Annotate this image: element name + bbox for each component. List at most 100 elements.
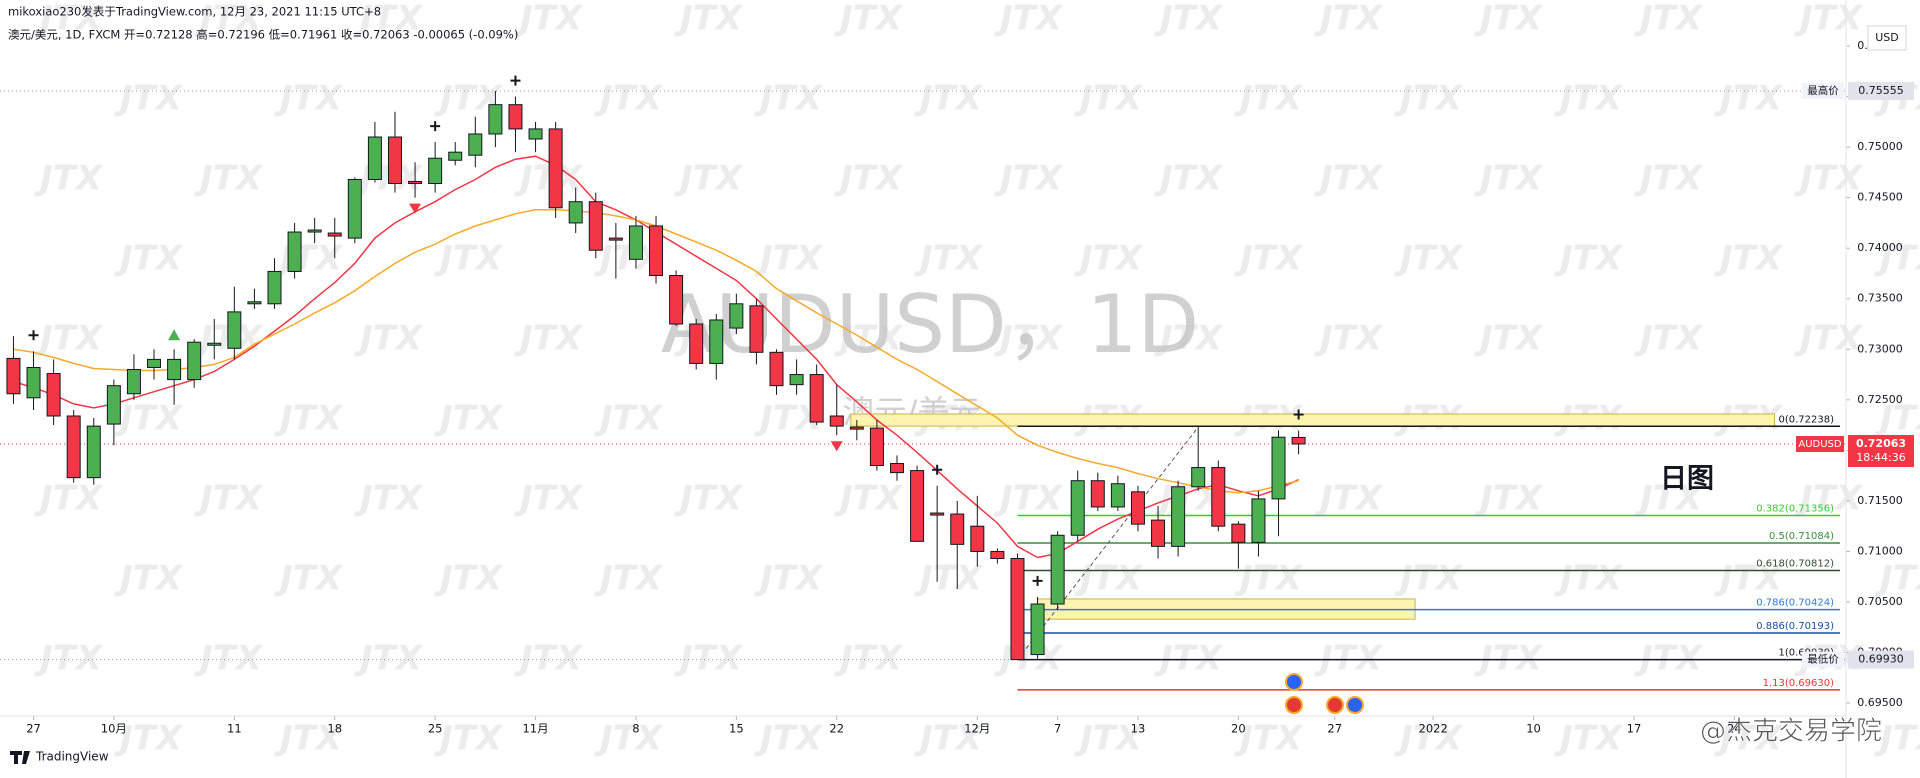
y-tick-label: 0.74000 xyxy=(1857,241,1903,254)
jtx-watermark: JTX xyxy=(1874,719,1920,759)
jtx-watermark: JTX xyxy=(594,79,664,119)
fib-label: 0.5(0.71084) xyxy=(1769,531,1834,542)
x-tick-label: 27 xyxy=(1327,722,1342,736)
jtx-watermark: JTX xyxy=(114,399,184,439)
jtx-watermark: JTX xyxy=(34,479,104,519)
event-icon xyxy=(1326,696,1344,714)
jtx-watermark: JTX xyxy=(1314,0,1384,39)
jtx-watermark: JTX xyxy=(1234,79,1304,119)
fib-trendline xyxy=(1017,426,1199,660)
candle-body xyxy=(367,136,382,180)
tradingview-logo xyxy=(10,751,30,764)
candle-body xyxy=(448,151,463,161)
jtx-watermark: JTX xyxy=(1234,559,1304,599)
jtx-watermark: JTX xyxy=(1714,79,1784,119)
jtx-watermark: JTX xyxy=(434,239,504,279)
countdown: 18:44:36 xyxy=(1856,451,1905,464)
signal-up xyxy=(168,329,181,341)
y-tick-label: 0.71500 xyxy=(1857,494,1903,507)
jtx-watermark: JTX xyxy=(1474,0,1544,39)
jtx-watermark: JTX xyxy=(1314,479,1384,519)
candle-body xyxy=(1211,467,1226,527)
signal-cross xyxy=(510,75,521,86)
y-tick-label: 0.73000 xyxy=(1857,342,1903,355)
jtx-watermark: JTX xyxy=(354,0,424,39)
x-tick-label: 15 xyxy=(729,722,744,736)
jtx-watermark: JTX xyxy=(34,639,104,679)
jtx-watermark: JTX xyxy=(1074,239,1144,279)
jtx-watermark: JTX xyxy=(994,159,1064,199)
symbol-tag: AUDUSD xyxy=(1798,439,1842,450)
jtx-watermark: JTX xyxy=(1154,159,1224,199)
jtx-watermark: JTX xyxy=(354,479,424,519)
x-tick-label: 11月 xyxy=(522,722,548,736)
candle-body xyxy=(990,550,1005,560)
jtx-watermark: JTX xyxy=(914,79,984,119)
jtx-watermark: JTX xyxy=(1234,239,1304,279)
candle-body xyxy=(307,229,322,233)
jtx-watermark: JTX xyxy=(754,719,824,759)
candle-body xyxy=(970,525,985,552)
candle-body xyxy=(749,305,764,353)
candle-body xyxy=(889,463,904,474)
candle-body xyxy=(86,425,101,479)
jtx-watermark: JTX xyxy=(834,639,904,679)
candle-body xyxy=(950,513,965,545)
y-tick-label: 0.74500 xyxy=(1857,191,1903,204)
event-icon xyxy=(1346,696,1364,714)
jtx-watermark: JTX xyxy=(114,79,184,119)
candle-body xyxy=(588,201,603,251)
jtx-watermark: JTX xyxy=(1474,319,1544,359)
signal-cross xyxy=(28,330,39,341)
candle-body xyxy=(408,180,423,185)
jtx-watermark: JTX xyxy=(674,0,744,39)
candle-body xyxy=(849,426,864,430)
y-tick-label: 0.73500 xyxy=(1857,292,1903,305)
jtx-watermark: JTX xyxy=(114,719,184,759)
jtx-watermark: JTX xyxy=(594,559,664,599)
candle-body xyxy=(167,358,182,381)
jtx-watermark: JTX xyxy=(1554,239,1624,279)
jtx-watermark: JTX xyxy=(274,399,344,439)
jtx-watermark: JTX xyxy=(1474,479,1544,519)
x-tick-label: 24 xyxy=(1727,722,1742,736)
currency: USD xyxy=(1875,31,1899,44)
jtx-watermark: JTX xyxy=(914,239,984,279)
jtx-watermark: JTX xyxy=(1874,559,1920,599)
jtx-watermark: JTX xyxy=(1074,79,1144,119)
jtx-watermark: JTX xyxy=(274,719,344,759)
jtx-watermark: JTX xyxy=(1394,559,1464,599)
x-tick-label: 18 xyxy=(327,722,342,736)
x-tick-label: 8 xyxy=(632,722,639,736)
jtx-watermark: JTX xyxy=(1074,559,1144,599)
credit: @杰克交易学院 xyxy=(1700,717,1882,747)
last-price: 0.72063 xyxy=(1856,437,1906,450)
jtx-watermark: JTX xyxy=(674,639,744,679)
symbol-tag-box xyxy=(1796,435,1844,452)
candle-body xyxy=(1271,436,1286,500)
jtx-watermark: JTX xyxy=(1874,239,1920,279)
author-line: mikoxiao230发表于TradingView.com, 12月 23, 2… xyxy=(8,5,381,19)
x-tick-label: 27 xyxy=(26,722,41,736)
jtx-watermark: JTX xyxy=(914,559,984,599)
price-axis: 0.695000.700000.705000.710000.715000.720… xyxy=(1796,39,1914,709)
fib-label: 0(0.72238) xyxy=(1778,414,1834,425)
y-tick-label: 0.69500 xyxy=(1857,696,1903,709)
jtx-watermark: JTX xyxy=(274,559,344,599)
price-tag: 最高价 xyxy=(1807,84,1839,97)
event-icon xyxy=(1285,673,1303,691)
jtx-watermark: JTX xyxy=(674,159,744,199)
jtx-watermark: JTX xyxy=(34,159,104,199)
event-icons xyxy=(1285,673,1364,714)
x-tick-label: 7 xyxy=(1054,722,1061,736)
jtx-watermark: JTX xyxy=(514,0,584,39)
jtx-watermark: JTX xyxy=(1394,79,1464,119)
jtx-watermark: JTX xyxy=(1714,239,1784,279)
jtx-watermark: JTX xyxy=(754,79,824,119)
candle-body xyxy=(809,374,824,423)
price-value: 0.69930 xyxy=(1858,653,1904,666)
symbol-line: 澳元/美元, 1D, FXCM 开=0.72128 高=0.72196 低=0.… xyxy=(8,28,518,42)
candle-body xyxy=(528,128,543,140)
